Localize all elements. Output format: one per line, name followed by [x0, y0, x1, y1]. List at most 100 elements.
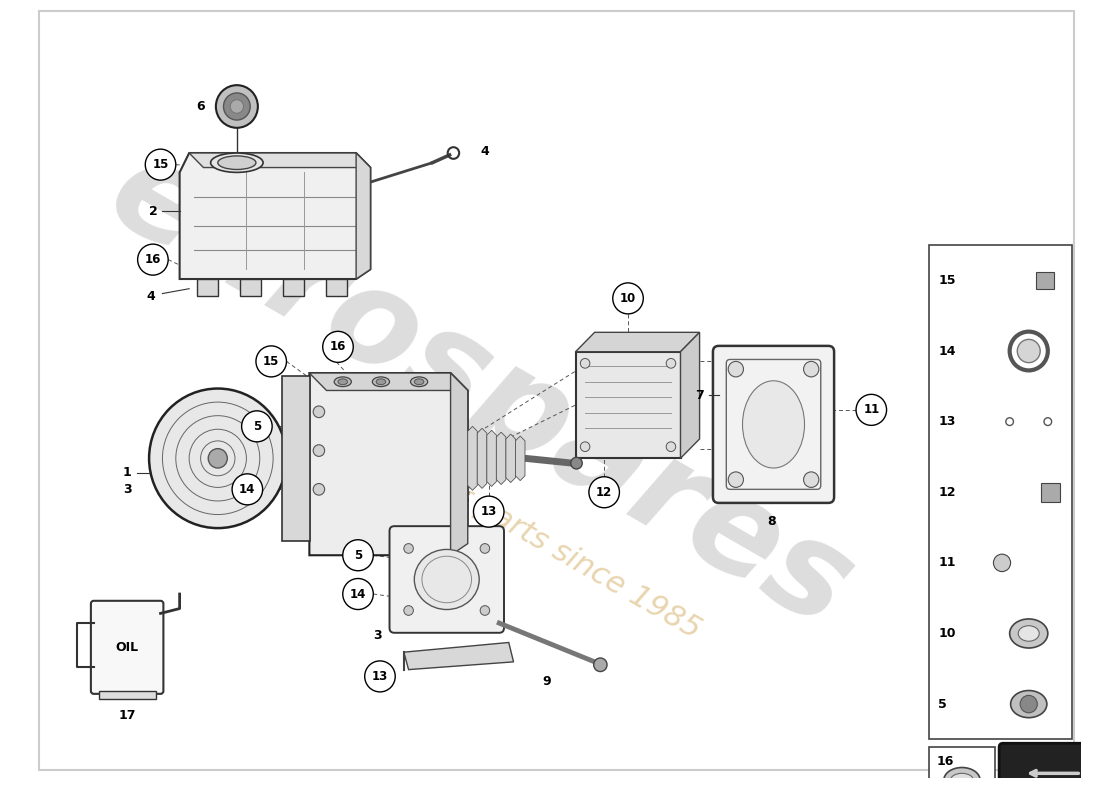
Polygon shape — [477, 428, 487, 488]
Ellipse shape — [1010, 619, 1048, 648]
Text: 5: 5 — [938, 698, 947, 710]
Ellipse shape — [415, 379, 424, 385]
Text: 13: 13 — [938, 415, 956, 428]
Text: 11: 11 — [938, 556, 956, 570]
Circle shape — [343, 540, 373, 570]
Text: 15: 15 — [938, 274, 956, 287]
Bar — [928, 747, 996, 800]
FancyBboxPatch shape — [713, 346, 834, 503]
Text: 13: 13 — [372, 670, 388, 683]
Ellipse shape — [334, 377, 351, 386]
Circle shape — [404, 606, 414, 615]
FancyBboxPatch shape — [999, 743, 1100, 800]
Polygon shape — [575, 332, 700, 352]
Circle shape — [804, 472, 818, 487]
Text: 3: 3 — [123, 483, 132, 496]
Text: 13: 13 — [481, 505, 497, 518]
Circle shape — [223, 93, 250, 120]
Text: 17: 17 — [119, 709, 136, 722]
Circle shape — [365, 661, 395, 692]
Text: OIL: OIL — [116, 641, 139, 654]
Polygon shape — [681, 332, 700, 458]
Circle shape — [216, 85, 257, 128]
Circle shape — [150, 389, 286, 528]
Text: 14: 14 — [239, 483, 255, 496]
Circle shape — [232, 474, 263, 505]
Bar — [197, 279, 218, 297]
Text: 4: 4 — [146, 290, 155, 303]
Polygon shape — [179, 153, 371, 279]
Bar — [326, 279, 346, 297]
Text: 5: 5 — [354, 549, 362, 562]
Circle shape — [473, 496, 504, 527]
Polygon shape — [516, 436, 525, 481]
Circle shape — [138, 244, 168, 275]
Circle shape — [230, 100, 243, 114]
Ellipse shape — [1019, 626, 1040, 642]
Text: 10: 10 — [620, 292, 636, 305]
Text: 16: 16 — [145, 253, 161, 266]
Ellipse shape — [218, 156, 256, 170]
Text: 11: 11 — [864, 403, 879, 416]
Polygon shape — [496, 432, 506, 485]
Polygon shape — [487, 430, 496, 486]
Text: 1: 1 — [123, 466, 132, 479]
Ellipse shape — [950, 774, 974, 787]
Circle shape — [343, 578, 373, 610]
Text: 5: 5 — [253, 420, 261, 433]
Polygon shape — [356, 153, 371, 279]
Circle shape — [145, 149, 176, 180]
Circle shape — [1018, 339, 1041, 362]
Circle shape — [613, 283, 644, 314]
Text: 12: 12 — [596, 486, 613, 498]
Ellipse shape — [742, 381, 804, 468]
Circle shape — [256, 346, 286, 377]
Ellipse shape — [376, 379, 386, 385]
Text: 15: 15 — [152, 158, 168, 171]
Polygon shape — [309, 373, 468, 555]
Ellipse shape — [410, 377, 428, 386]
Text: 9: 9 — [542, 674, 551, 688]
Bar — [1041, 482, 1060, 502]
Circle shape — [480, 606, 490, 615]
Circle shape — [667, 442, 675, 451]
Circle shape — [571, 458, 582, 469]
Text: 2: 2 — [148, 205, 157, 218]
Polygon shape — [404, 642, 514, 670]
Polygon shape — [575, 352, 681, 458]
Polygon shape — [451, 373, 468, 555]
Circle shape — [314, 445, 324, 456]
Bar — [99, 691, 156, 698]
Text: 16: 16 — [330, 340, 346, 354]
Ellipse shape — [372, 377, 389, 386]
Text: 12: 12 — [938, 486, 956, 498]
Ellipse shape — [210, 153, 263, 172]
Ellipse shape — [338, 379, 348, 385]
Text: a passion for parts since 1985: a passion for parts since 1985 — [293, 389, 706, 644]
FancyBboxPatch shape — [91, 601, 164, 694]
Polygon shape — [189, 153, 371, 167]
Circle shape — [993, 554, 1011, 571]
Circle shape — [242, 411, 272, 442]
Text: 4: 4 — [481, 145, 490, 158]
Text: 14: 14 — [938, 345, 956, 358]
Polygon shape — [506, 434, 516, 482]
Circle shape — [314, 406, 324, 418]
Circle shape — [856, 394, 887, 426]
Text: 6: 6 — [196, 100, 205, 113]
Polygon shape — [309, 373, 468, 390]
Circle shape — [594, 658, 607, 671]
Circle shape — [581, 442, 590, 451]
Text: 3: 3 — [373, 629, 382, 642]
Circle shape — [588, 477, 619, 508]
Circle shape — [728, 362, 744, 377]
FancyBboxPatch shape — [389, 526, 504, 633]
Text: 14: 14 — [350, 587, 366, 601]
Circle shape — [667, 358, 675, 368]
Circle shape — [728, 472, 744, 487]
Circle shape — [480, 544, 490, 554]
Circle shape — [804, 362, 818, 377]
Text: eurospares: eurospares — [87, 126, 873, 654]
Ellipse shape — [415, 550, 480, 610]
Text: 7: 7 — [695, 389, 704, 402]
